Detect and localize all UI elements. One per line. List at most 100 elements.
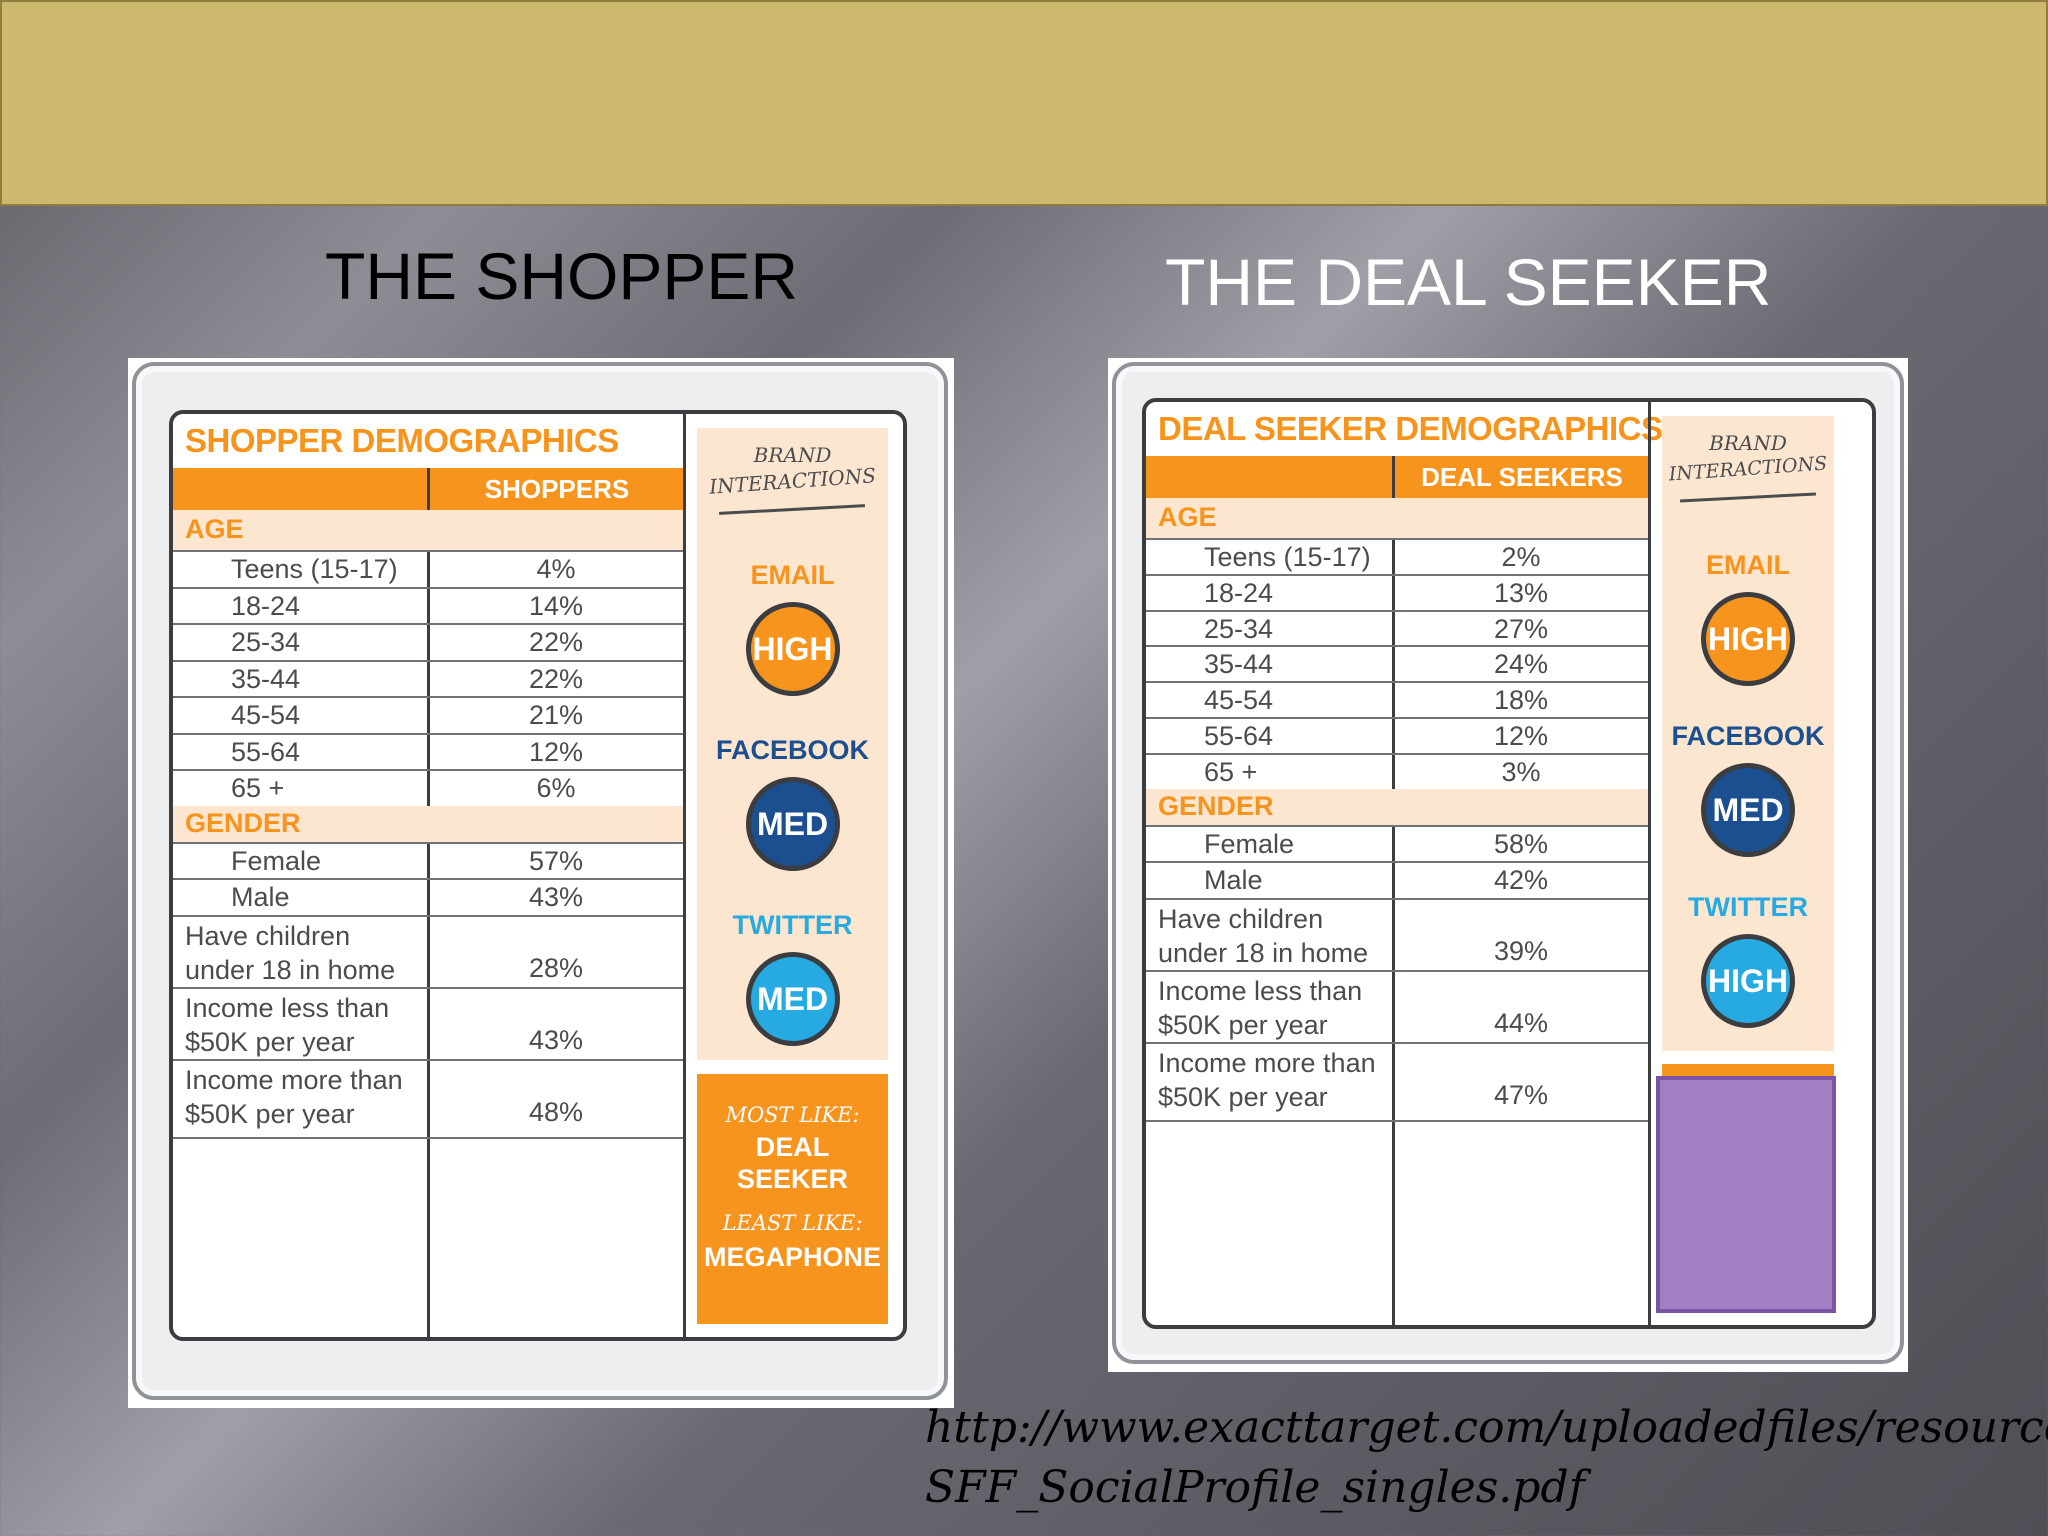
shopper-demographics-title: SHOPPER DEMOGRAPHICS (185, 422, 619, 459)
row-label: Male (1204, 865, 1263, 896)
table-row: Female 57% (173, 842, 683, 880)
row-value: 44% (1493, 1007, 1549, 1038)
least-like-value: MEGAPHONE (703, 1242, 882, 1272)
brand-underline (719, 504, 865, 515)
row-value: 57% (528, 845, 584, 876)
most-like-line1: DEAL (755, 1132, 830, 1162)
email-level-badge: HIGH (1701, 592, 1795, 686)
brand-label-line1: BRAND (753, 443, 832, 467)
row-label-line2: under 18 in home (185, 954, 396, 985)
shoppers-column-header: SHOPPERS (484, 474, 630, 504)
row-label: 18-24 (1204, 577, 1274, 608)
row-value: 14% (528, 590, 584, 621)
title-band (0, 0, 2048, 206)
facebook-channel-label: FACEBOOK (1671, 721, 1825, 751)
row-value: 18% (1493, 685, 1549, 716)
deal-seeker-side-divider (1648, 402, 1651, 1325)
row-value: 27% (1493, 613, 1549, 644)
row-label-line1: Income less than (185, 992, 390, 1023)
row-value: 48% (528, 1096, 584, 1127)
facebook-level-badge: MED (745, 777, 840, 871)
source-citation: http://www.exacttarget.com/uploadedfiles… (925, 1398, 2048, 1518)
gender-section-label: GENDER (185, 807, 301, 838)
table-row: 35-44 22% (173, 660, 683, 698)
row-label: 55-64 (231, 736, 301, 767)
facebook-level-badge: MED (1701, 763, 1795, 857)
table-row: Income more than $50K per year 47% (1146, 1042, 1648, 1122)
source-url-line1: http://www.exacttarget.com/uploadedfiles… (925, 1402, 2048, 1453)
age-section-row: AGE (173, 510, 683, 552)
table-row: 18-24 14% (173, 587, 683, 625)
source-url-line2: SFF_SocialProfile_singles.pdf (925, 1462, 1585, 1513)
row-value: 22% (528, 627, 584, 657)
row-value: 12% (1493, 721, 1549, 751)
deal-seeker-header-bar: DEAL SEEKERS (1146, 456, 1650, 498)
row-label: 65 + (231, 773, 285, 803)
row-label: 65 + (1204, 756, 1258, 787)
twitter-channel-label: TWITTER (732, 910, 853, 940)
row-label-line2: $50K per year (185, 1026, 355, 1057)
age-section-row: AGE (1146, 498, 1648, 540)
table-row: Male 43% (173, 878, 683, 917)
row-label-line2: under 18 in home (1158, 937, 1369, 968)
row-label-line1: Have children (1158, 903, 1324, 934)
table-row: Income less than $50K per year 43% (173, 987, 683, 1061)
deal-seekers-column-header: DEAL SEEKERS (1421, 462, 1623, 492)
row-label: 35-44 (1204, 649, 1274, 680)
table-row: 55-64 12% (173, 733, 683, 771)
table-row: 45-54 21% (173, 696, 683, 735)
gender-section-label: GENDER (1158, 790, 1274, 821)
facebook-channel-label: FACEBOOK (715, 735, 869, 765)
row-value: 39% (1493, 935, 1549, 966)
shopper-side-divider (683, 414, 686, 1337)
row-label-line1: Have children (185, 920, 351, 951)
row-value: 43% (528, 1024, 584, 1055)
table-row: Have children under 18 in home 28% (173, 915, 683, 989)
table-row: 55-64 12% (1146, 717, 1648, 755)
brand-underline (1680, 492, 1816, 503)
row-label-line1: Income more than (1158, 1047, 1376, 1078)
email-channel-label: EMAIL (750, 560, 835, 590)
table-row: 65 + 3% (1146, 753, 1648, 791)
row-value: 22% (528, 663, 584, 694)
row-label-line1: Income less than (1158, 975, 1363, 1006)
row-label: Teens (15-17) (231, 554, 398, 584)
deal-seeker-placeholder-box (1656, 1076, 1836, 1313)
table-row: 18-24 13% (1146, 574, 1648, 612)
table-row: 25-34 22% (173, 623, 683, 662)
row-label: 35-44 (231, 663, 301, 694)
row-value: 4% (536, 554, 576, 584)
twitter-level-badge: HIGH (1701, 934, 1795, 1028)
table-row: 35-44 24% (1146, 645, 1648, 684)
row-label: Female (231, 845, 322, 876)
table-row: Teens (15-17) 4% (173, 550, 683, 589)
brand-label-line1: BRAND (1709, 431, 1787, 455)
row-label-line2: $50K per year (1158, 1081, 1328, 1112)
row-label: 55-64 (1204, 721, 1274, 751)
twitter-channel-label: TWITTER (1688, 892, 1808, 922)
row-label: 45-54 (231, 700, 301, 730)
row-label: Male (231, 882, 290, 912)
row-label: Teens (15-17) (1204, 542, 1371, 572)
deal-seeker-title: THE DEAL SEEKER (1165, 245, 1772, 319)
gender-section-row: GENDER (1146, 788, 1648, 827)
table-row: Have children under 18 in home 39% (1146, 898, 1648, 972)
deal-seeker-card-image: DEAL SEEKER DEMOGRAPHICS DEAL SEEKERS AG… (1108, 358, 1908, 1372)
row-value: 3% (1501, 756, 1541, 787)
table-row: Male 42% (1146, 861, 1648, 900)
row-value: 12% (528, 736, 584, 767)
row-label: 25-34 (1204, 613, 1274, 644)
shopper-card-image: SHOPPER DEMOGRAPHICS SHOPPERS AGE Teens (… (128, 358, 954, 1408)
table-row: 45-54 18% (1146, 681, 1648, 719)
table-row: Income less than $50K per year 44% (1146, 970, 1648, 1044)
row-value: 47% (1493, 1079, 1549, 1110)
row-value: 24% (1493, 649, 1549, 680)
most-like-label: MOST LIKE: (725, 1103, 860, 1127)
table-row: Female 58% (1146, 825, 1648, 864)
email-level-badge: HIGH (745, 602, 840, 696)
table-row: 65 + 6% (173, 769, 683, 808)
gender-section-row: GENDER (173, 805, 683, 844)
row-value: 58% (1493, 828, 1549, 859)
row-label-line2: $50K per year (185, 1098, 355, 1129)
row-value: 6% (536, 773, 576, 803)
